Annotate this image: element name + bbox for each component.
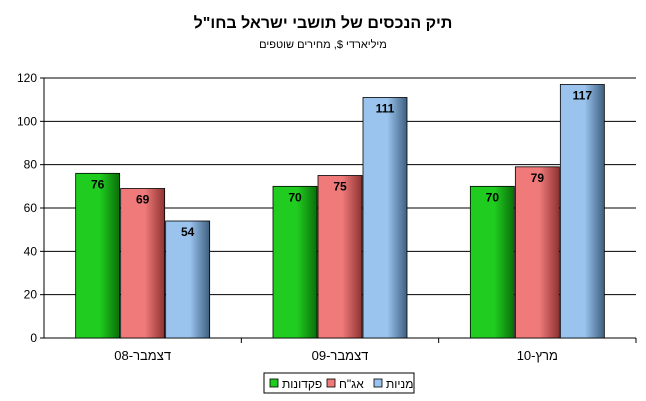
- data-label: 111: [376, 102, 395, 116]
- bar: [514, 166, 560, 339]
- bars: [75, 84, 605, 339]
- y-tick-label: 0: [30, 331, 37, 345]
- y-tick-label: 20: [24, 288, 38, 302]
- chart-subtitle: מיליארדי $, מחירים שוטפים: [259, 38, 387, 51]
- bar: [75, 172, 121, 339]
- legend-label: מניות: [386, 377, 413, 391]
- y-tick-label: 60: [24, 201, 38, 215]
- data-label: 79: [531, 171, 545, 185]
- legend-box: [263, 372, 415, 394]
- bar: [272, 185, 318, 339]
- legend-label: אג"ח: [339, 377, 364, 391]
- legend: פקדונות אג"ח מניות: [263, 372, 415, 394]
- data-labels: 76 69 54 70 75 111 70 79 117: [91, 89, 592, 240]
- bar: [362, 97, 408, 339]
- legend-label: פקדונות: [282, 377, 322, 391]
- y-tick-label: 120: [17, 71, 37, 85]
- bar: [469, 185, 515, 339]
- chart-title: תיק הנכסים של תושבי ישראל בחו"ל: [194, 14, 453, 32]
- data-label: 75: [333, 180, 347, 194]
- x-category-label: מרץ-10: [517, 348, 558, 363]
- bar: [317, 175, 363, 339]
- data-label: 117: [573, 89, 593, 103]
- bar: [559, 84, 605, 339]
- legend-swatch: [373, 378, 383, 388]
- y-tick-label: 80: [24, 158, 38, 172]
- y-tick-label: 40: [24, 244, 38, 258]
- data-label: 70: [288, 190, 302, 204]
- data-label: 76: [91, 177, 105, 191]
- x-category-label: דצמבר-09: [312, 348, 369, 363]
- data-label: 70: [486, 190, 500, 204]
- bar: [165, 220, 211, 339]
- data-label: 69: [136, 193, 150, 207]
- legend-swatch: [269, 378, 279, 388]
- legend-swatch: [326, 378, 336, 388]
- y-tick-label: 100: [17, 114, 37, 128]
- x-category-label: דצמבר-08: [114, 348, 171, 363]
- bar: [120, 188, 166, 339]
- data-label: 54: [181, 225, 195, 239]
